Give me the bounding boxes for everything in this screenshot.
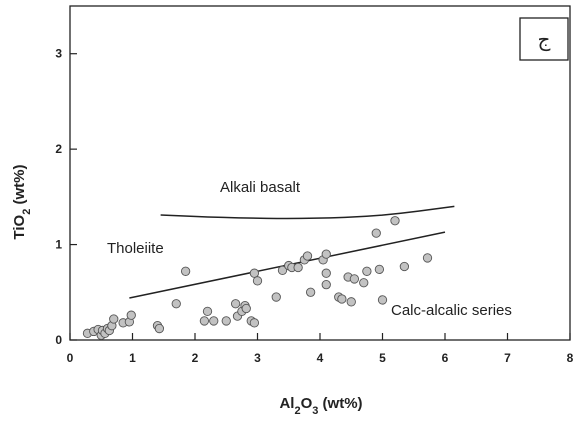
data-point [422, 253, 433, 263]
data-point [293, 262, 303, 273]
data-point [271, 292, 281, 302]
x-axis-ticks: 0 1 2 3 4 5 6 7 8 [67, 333, 574, 365]
data-point [377, 295, 388, 305]
data-point [371, 228, 381, 238]
data-point [241, 303, 251, 314]
data-point [202, 306, 213, 317]
data-point [362, 266, 372, 276]
data-point [154, 323, 165, 334]
data-point [399, 261, 410, 272]
data-points [82, 216, 433, 340]
panel-label-box: ج [519, 17, 569, 61]
data-point [321, 249, 331, 259]
y-tick-label: 2 [55, 142, 62, 156]
alkali-basalt-label: Alkali basalt [220, 179, 301, 196]
x-axis-label: Al2O3 (wt%) [279, 395, 362, 417]
data-point [337, 294, 347, 304]
data-point [199, 316, 210, 326]
data-point [302, 251, 313, 261]
data-point [390, 216, 400, 226]
alkali-basalt-boundary-line [160, 205, 455, 220]
x-tick-label: 1 [129, 351, 136, 365]
data-point [321, 268, 331, 278]
data-point [277, 265, 288, 275]
x-tick-label: 4 [317, 351, 324, 365]
y-tick-label: 1 [55, 238, 62, 252]
data-point [349, 274, 360, 284]
data-point [252, 276, 263, 286]
x-tick-label: 2 [192, 351, 199, 365]
data-point [126, 310, 136, 320]
data-point [374, 264, 385, 275]
tholeiite-label: Tholeiite [107, 240, 164, 257]
y-axis-label: TiO2 (wt%) [11, 164, 33, 239]
calc-alkalic-series-label: Calc-alcalic series [391, 302, 512, 319]
x-tick-label: 8 [567, 351, 574, 365]
data-point [346, 297, 356, 307]
panel-label: ج [538, 27, 551, 51]
x-tick-label: 5 [379, 351, 386, 365]
data-point [171, 299, 181, 309]
data-point [305, 287, 316, 297]
data-point [180, 266, 191, 276]
data-point [249, 318, 260, 328]
data-point [359, 278, 369, 288]
x-tick-label: 6 [442, 351, 449, 365]
y-tick-label: 0 [55, 333, 62, 347]
y-axis-ticks: 0 1 2 3 [55, 47, 77, 347]
x-tick-label: 7 [504, 351, 511, 365]
data-point [109, 314, 119, 324]
data-point [249, 268, 260, 278]
data-point [321, 280, 331, 290]
x-tick-label: 3 [254, 351, 261, 365]
data-point [230, 299, 241, 309]
data-point [221, 316, 231, 326]
x-tick-label: 0 [67, 351, 74, 365]
plot-frame [69, 5, 571, 341]
data-point [209, 316, 219, 326]
y-tick-label: 3 [55, 47, 62, 61]
